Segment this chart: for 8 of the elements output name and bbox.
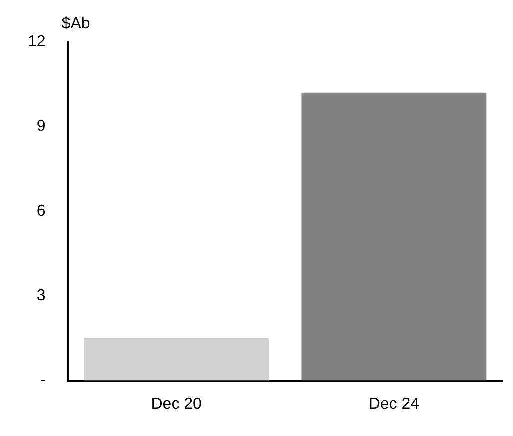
y-tick-label: 3 xyxy=(36,288,46,305)
y-tick-label: 6 xyxy=(36,202,46,220)
x-tick-label: Dec 20 xyxy=(151,396,202,413)
y-tick-label: 12 xyxy=(28,33,46,50)
y-axis-title: $Ab xyxy=(62,15,90,32)
y-tick-label: - xyxy=(40,372,46,390)
x-tick-label: Dec 24 xyxy=(368,396,420,413)
y-tick-label: 9 xyxy=(36,118,46,136)
